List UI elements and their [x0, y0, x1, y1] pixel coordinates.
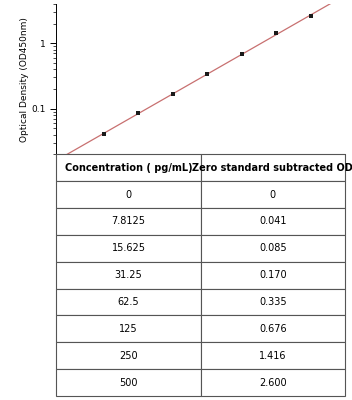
- Point: [101, 131, 107, 137]
- Point: [170, 90, 176, 97]
- Y-axis label: Optical Density (OD450nm): Optical Density (OD450nm): [20, 17, 29, 142]
- Point: [273, 30, 279, 37]
- Point: [239, 51, 244, 58]
- Point: [308, 13, 313, 20]
- Point: [205, 71, 210, 78]
- Point: [136, 110, 141, 116]
- X-axis label: mTFPI2  Concentration(pg/mL): mTFPI2 Concentration(pg/mL): [126, 176, 276, 186]
